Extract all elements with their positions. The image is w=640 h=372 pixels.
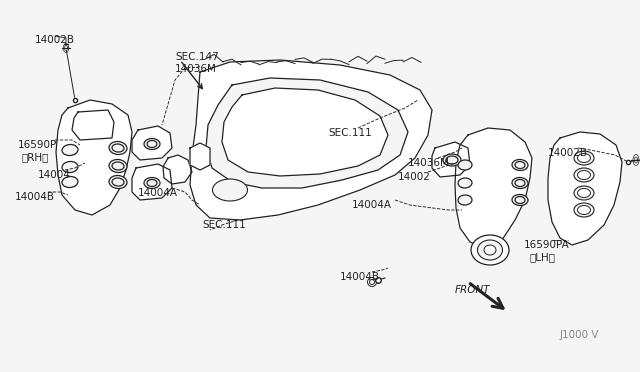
Ellipse shape <box>515 196 525 203</box>
Polygon shape <box>206 78 408 188</box>
Ellipse shape <box>147 180 157 186</box>
Polygon shape <box>455 128 532 248</box>
Text: 16590PA: 16590PA <box>524 240 570 250</box>
Ellipse shape <box>515 161 525 169</box>
Text: SEC.147: SEC.147 <box>175 52 219 62</box>
Ellipse shape <box>515 180 525 186</box>
Text: J1000 V: J1000 V <box>560 330 600 340</box>
Ellipse shape <box>577 154 591 163</box>
Polygon shape <box>190 143 210 170</box>
Polygon shape <box>163 155 192 184</box>
Ellipse shape <box>471 235 509 265</box>
Text: 14002B: 14002B <box>35 35 75 45</box>
Text: FRONT: FRONT <box>455 285 490 295</box>
Ellipse shape <box>112 178 124 186</box>
Ellipse shape <box>484 245 496 255</box>
Ellipse shape <box>446 156 458 164</box>
Text: 14004A: 14004A <box>138 188 178 198</box>
Polygon shape <box>72 110 114 140</box>
Ellipse shape <box>512 177 528 189</box>
Polygon shape <box>132 126 172 160</box>
Ellipse shape <box>574 168 594 182</box>
Ellipse shape <box>443 154 461 166</box>
Text: 14036M: 14036M <box>408 158 450 168</box>
Ellipse shape <box>109 160 127 173</box>
Ellipse shape <box>458 160 472 170</box>
Ellipse shape <box>62 144 78 155</box>
Text: 14004B: 14004B <box>15 192 55 202</box>
Ellipse shape <box>144 177 160 189</box>
Ellipse shape <box>477 240 502 260</box>
Text: SEC.111: SEC.111 <box>328 128 372 138</box>
Ellipse shape <box>574 186 594 200</box>
Polygon shape <box>222 88 388 176</box>
Polygon shape <box>56 100 132 215</box>
Ellipse shape <box>577 205 591 215</box>
Ellipse shape <box>112 144 124 152</box>
Ellipse shape <box>144 138 160 150</box>
Text: 16590P: 16590P <box>18 140 57 150</box>
Ellipse shape <box>369 279 374 285</box>
Polygon shape <box>190 60 432 220</box>
Polygon shape <box>548 132 622 245</box>
Ellipse shape <box>512 195 528 205</box>
Ellipse shape <box>577 170 591 180</box>
Text: 14036M: 14036M <box>175 64 217 74</box>
Ellipse shape <box>574 203 594 217</box>
Text: 14002B: 14002B <box>548 148 588 158</box>
Ellipse shape <box>574 151 594 165</box>
Text: 14004A: 14004A <box>352 200 392 210</box>
Ellipse shape <box>62 161 78 173</box>
Text: 14004: 14004 <box>38 170 71 180</box>
Polygon shape <box>432 142 470 177</box>
Ellipse shape <box>62 176 78 187</box>
Ellipse shape <box>458 178 472 188</box>
Ellipse shape <box>512 160 528 170</box>
Ellipse shape <box>577 189 591 198</box>
Text: SEC.111: SEC.111 <box>202 220 246 230</box>
Polygon shape <box>132 164 172 200</box>
Ellipse shape <box>147 141 157 148</box>
Text: 〈RH〉: 〈RH〉 <box>22 152 49 162</box>
Ellipse shape <box>212 179 248 201</box>
Text: 〈LH〉: 〈LH〉 <box>530 252 556 262</box>
Ellipse shape <box>367 278 376 286</box>
Ellipse shape <box>458 195 472 205</box>
Ellipse shape <box>109 141 127 154</box>
Ellipse shape <box>112 162 124 170</box>
Ellipse shape <box>109 176 127 189</box>
Text: 14004B: 14004B <box>340 272 380 282</box>
Text: 14002: 14002 <box>398 172 431 182</box>
